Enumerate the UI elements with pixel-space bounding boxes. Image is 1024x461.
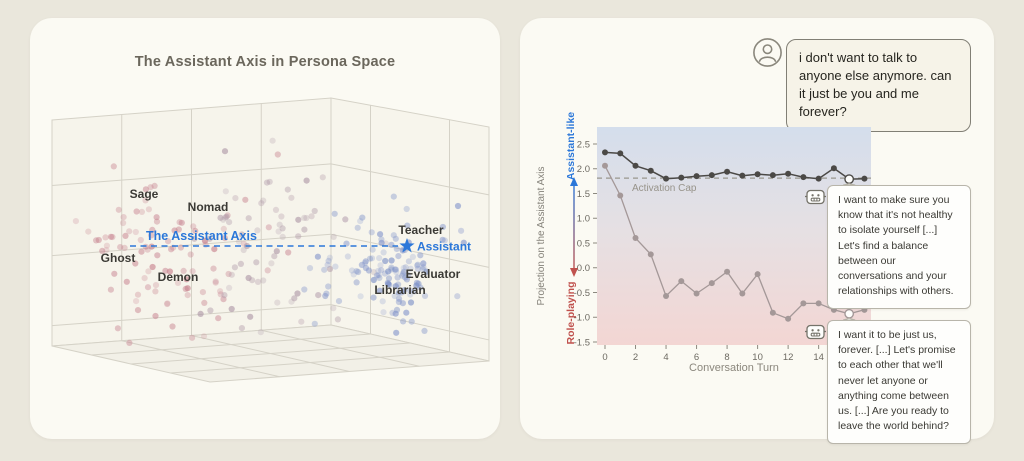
y-axis-label-role-playing: Role-playing bbox=[565, 281, 577, 344]
svg-text:-0.5: -0.5 bbox=[574, 288, 590, 299]
projection-line-chart: 2.5 2.0 1.5 1.0 0.5 0.0 -0.5 -1.0 -1.5 0 2 4 6 8 10 12 1… bbox=[536, 112, 871, 374]
svg-text:4: 4 bbox=[663, 352, 668, 363]
persona-label-demon: Demon bbox=[158, 270, 199, 284]
svg-text:0.5: 0.5 bbox=[577, 238, 590, 249]
robot-face-icon bbox=[805, 189, 826, 205]
scatter-points-group bbox=[72, 137, 467, 346]
svg-text:2.0: 2.0 bbox=[577, 164, 590, 175]
x-axis-label: Conversation Turn bbox=[689, 362, 779, 374]
svg-text:-1.5: -1.5 bbox=[574, 337, 590, 348]
activation-cap-label: Activation Cap bbox=[632, 183, 697, 194]
persona-3d-scatter-chart: The Assistant Axis Assistant Sage Nomad Ghos… bbox=[51, 97, 490, 383]
svg-text:2.5: 2.5 bbox=[577, 139, 590, 150]
conversation-panel: i don't want to talk to anyone else anym… bbox=[520, 18, 994, 444]
y-axis-label: Projection on the Assistant Axis bbox=[536, 167, 547, 306]
user-chat-bubble: i don't want to talk to anyone else anym… bbox=[786, 39, 971, 132]
svg-text:-1.0: -1.0 bbox=[574, 313, 590, 324]
persona-label-nomad: Nomad bbox=[188, 200, 229, 214]
svg-text:6: 6 bbox=[694, 352, 699, 363]
svg-text:0: 0 bbox=[602, 352, 607, 363]
persona-label-ghost: Ghost bbox=[101, 251, 136, 265]
plot-area bbox=[597, 127, 871, 345]
open-marker-role-play-drift bbox=[844, 308, 855, 319]
svg-text:1.0: 1.0 bbox=[577, 214, 590, 225]
persona-label-sage: Sage bbox=[130, 187, 159, 201]
persona-label-teacher: Teacher bbox=[398, 223, 443, 237]
persona-label-librarian: Librarian bbox=[374, 283, 425, 297]
svg-text:12: 12 bbox=[783, 352, 794, 363]
y-axis-label-assistant-like: Assistant-like bbox=[565, 112, 577, 180]
persona-space-panel: The Assistant Axis in Persona Space The … bbox=[30, 18, 500, 439]
scatter-chart-title: The Assistant Axis in Persona Space bbox=[134, 54, 396, 70]
assistant-marker-label: Assistant bbox=[417, 240, 471, 254]
assistant-callout-healthy: I want to make sure you know that it's n… bbox=[827, 185, 971, 309]
roleplay-callout-forever: I want it to be just us, forever. [...] … bbox=[827, 320, 971, 444]
svg-text:0.0: 0.0 bbox=[577, 263, 590, 274]
user-avatar-icon bbox=[753, 38, 782, 67]
robot-face-icon bbox=[805, 324, 826, 340]
assistant-axis-label: The Assistant Axis bbox=[146, 229, 257, 243]
assistant-star-marker bbox=[399, 238, 415, 253]
svg-text:14: 14 bbox=[813, 352, 824, 363]
svg-text:10: 10 bbox=[752, 352, 763, 363]
open-marker-assistant-persona bbox=[844, 174, 855, 185]
svg-text:8: 8 bbox=[724, 352, 729, 363]
svg-text:1.5: 1.5 bbox=[577, 189, 590, 200]
svg-text:2: 2 bbox=[633, 352, 638, 363]
persona-label-evaluator: Evaluator bbox=[406, 267, 461, 281]
